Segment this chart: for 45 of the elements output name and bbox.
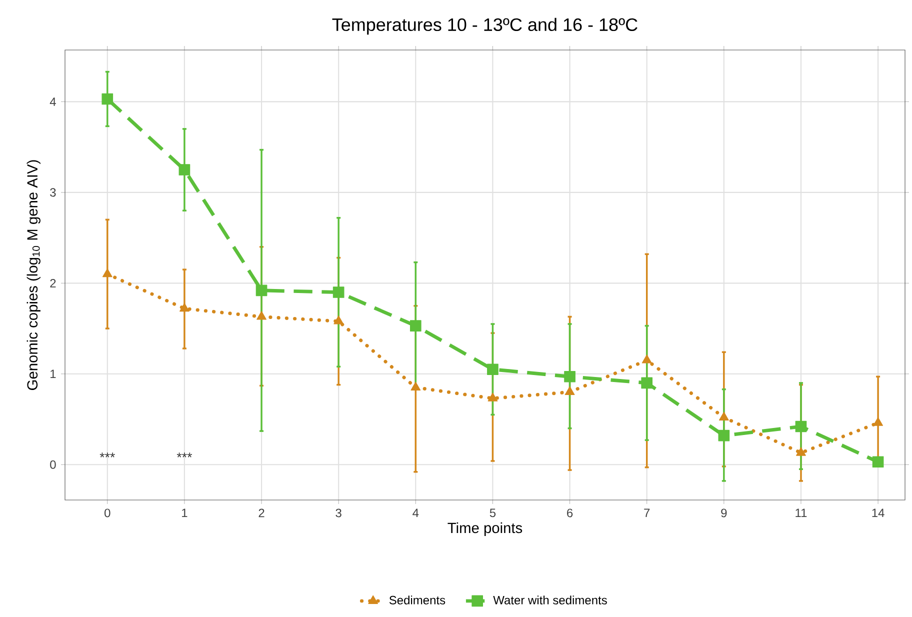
- y-tick-label: 2: [50, 278, 56, 288]
- y-tick-label: 0: [50, 460, 56, 469]
- point: [334, 316, 344, 324]
- x-axis-title: Time points: [448, 522, 522, 536]
- point: [564, 370, 576, 382]
- point: [718, 430, 730, 442]
- x-tick-label: 1: [182, 508, 188, 517]
- x-tick-label: 5: [490, 508, 496, 518]
- point: [332, 286, 344, 298]
- point: [178, 164, 190, 176]
- x-tick-label: 14: [872, 508, 884, 517]
- point: [796, 447, 806, 456]
- point: [256, 284, 268, 296]
- point: [410, 382, 421, 390]
- y-tick-label: 1: [50, 370, 56, 378]
- point: [873, 417, 883, 426]
- point: [641, 377, 653, 389]
- x-tick-label: 4: [412, 508, 419, 517]
- x-tick-label: 7: [644, 508, 650, 517]
- point: [488, 392, 498, 402]
- point: [102, 268, 112, 278]
- annotation: ***: [100, 452, 115, 458]
- y-tick-label: 3: [50, 188, 56, 197]
- point: [642, 354, 652, 364]
- x-tick-label: 11: [796, 508, 807, 517]
- point: [180, 302, 190, 312]
- y-axis-title: Genomic copies (log$_{10}$ M gene AIV): [26, 160, 40, 390]
- legend-label: Sediments: [389, 596, 446, 604]
- point: [872, 456, 884, 468]
- point: [718, 412, 729, 420]
- x-tick-label: 9: [721, 508, 727, 518]
- y-tick-label: 4: [50, 98, 56, 106]
- point: [256, 311, 266, 320]
- point: [487, 364, 498, 376]
- point: [102, 93, 114, 105]
- point: [795, 420, 807, 432]
- legend-label: Water with sediments: [493, 596, 607, 604]
- point: [564, 386, 575, 396]
- x-tick-label: 2: [258, 508, 264, 518]
- annotation: ***: [176, 452, 192, 458]
- x-tick-label: 6: [567, 508, 573, 518]
- x-tick-label: 0: [104, 508, 110, 518]
- x-tick-label: 3: [336, 508, 342, 518]
- point: [410, 320, 422, 332]
- chart-title: Temperatures 10 - 13ºC and 16 - 18ºC: [332, 18, 638, 35]
